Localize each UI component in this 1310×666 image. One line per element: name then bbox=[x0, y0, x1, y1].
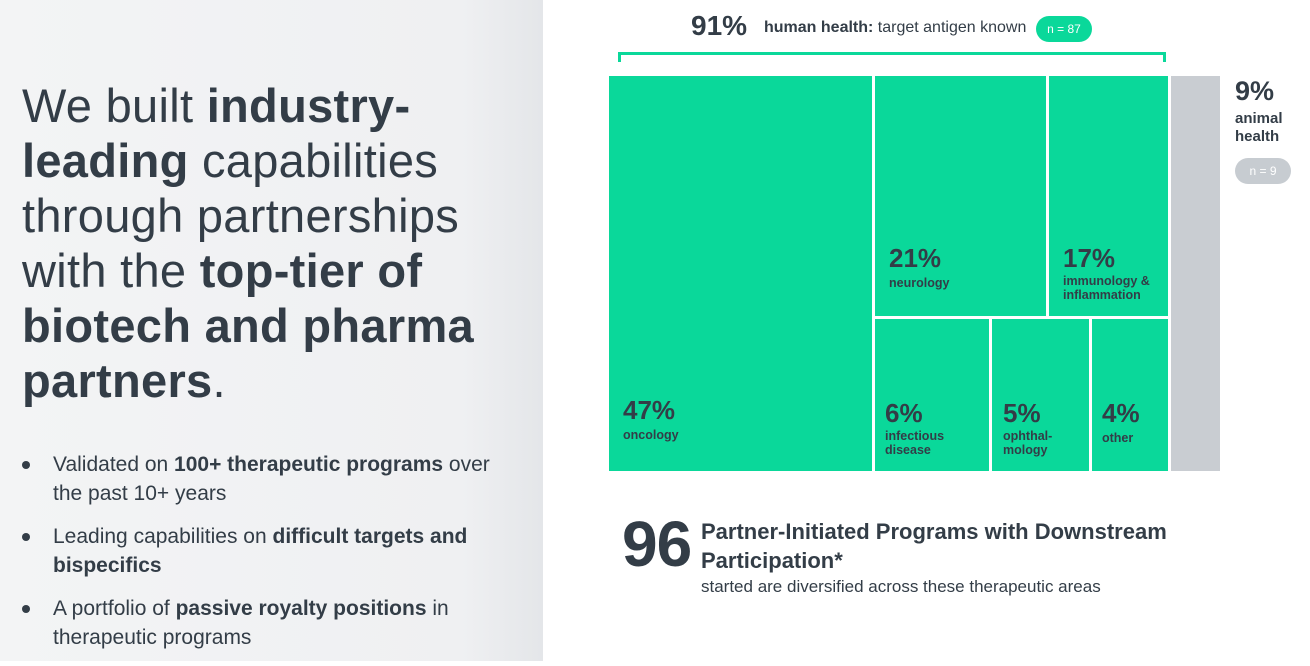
human-health-percent: 91% bbox=[691, 10, 748, 41]
headline-part: We built bbox=[22, 79, 207, 132]
bullet-bold: difficult targets and bispecifics bbox=[53, 525, 468, 577]
bullet-text: Validated on bbox=[53, 453, 175, 476]
tile-ophthalmology: 5% ophthal- mology bbox=[992, 319, 1089, 471]
bullet-bold: 100+ therapeutic programs bbox=[174, 453, 444, 476]
tile-label: immunology & inflammation bbox=[1063, 274, 1150, 302]
tile-percent: 5% bbox=[1003, 398, 1041, 428]
human-health-n-badge: n = 87 bbox=[1036, 16, 1092, 42]
human-health-bracket bbox=[618, 52, 1166, 62]
tile-oncology: 47% oncology bbox=[609, 76, 872, 471]
bullet-text: Leading capabilities on bbox=[53, 525, 273, 548]
tile-percent: 17% bbox=[1063, 243, 1116, 273]
tile-label: neurology bbox=[889, 276, 950, 290]
left-panel: We built industry-leading capabilities t… bbox=[0, 0, 543, 661]
bullet-list: Validated on 100+ therapeutic programs o… bbox=[22, 450, 522, 666]
bullet-text: A portfolio of bbox=[53, 597, 176, 620]
tile-percent: 6% bbox=[885, 398, 923, 428]
headline-part: capabilities through partnerships with t… bbox=[22, 134, 460, 297]
tile-label: oncology bbox=[623, 428, 679, 442]
animal-health-percent: 9% bbox=[1235, 76, 1275, 106]
program-subtitle: started are diversified across these the… bbox=[701, 577, 1101, 596]
human-health-label: human health: target antigen known bbox=[764, 19, 1026, 37]
bullet-text: in therapeutic programs bbox=[53, 597, 449, 649]
headline-part: . bbox=[212, 354, 226, 407]
bullet-item: Leading capabilities on difficult target… bbox=[22, 522, 522, 580]
headline-part: top-tier of biotech and pharma partners bbox=[22, 244, 474, 407]
program-count: 96 bbox=[622, 508, 692, 580]
tile-percent: 21% bbox=[889, 243, 942, 273]
tile-immunology: 17% immunology & inflammation bbox=[1049, 76, 1168, 316]
human-health-label-text: target antigen known bbox=[877, 19, 1027, 36]
tile-other: 4% other bbox=[1092, 319, 1168, 471]
bullet-item: Validated on 100+ therapeutic programs o… bbox=[22, 450, 522, 508]
animal-health-label: animal health bbox=[1235, 110, 1283, 145]
bullet-text: over the past 10+ years bbox=[53, 453, 490, 505]
animal-health-n-badge: n = 9 bbox=[1235, 158, 1291, 184]
tile-label: infectious disease bbox=[885, 429, 945, 457]
animal-health-bar bbox=[1171, 76, 1220, 471]
program-title: Partner-Initiated Programs with Downstre… bbox=[701, 519, 1167, 573]
tile-neurology: 21% neurology bbox=[875, 76, 1046, 316]
bullet-bold: passive royalty positions bbox=[175, 597, 427, 620]
tile-percent: 4% bbox=[1102, 398, 1140, 428]
bullet-item: A portfolio of passive royalty positions… bbox=[22, 594, 522, 652]
tile-label: ophthal- mology bbox=[1003, 429, 1053, 457]
tile-infectious-disease: 6% infectious disease bbox=[875, 319, 989, 471]
headline: We built industry-leading capabilities t… bbox=[22, 78, 522, 408]
tile-percent: 47% bbox=[623, 395, 676, 425]
headline-part: industry-leading bbox=[22, 79, 411, 187]
human-health-label-bold: human health: bbox=[764, 19, 874, 36]
tile-label: other bbox=[1102, 431, 1134, 445]
